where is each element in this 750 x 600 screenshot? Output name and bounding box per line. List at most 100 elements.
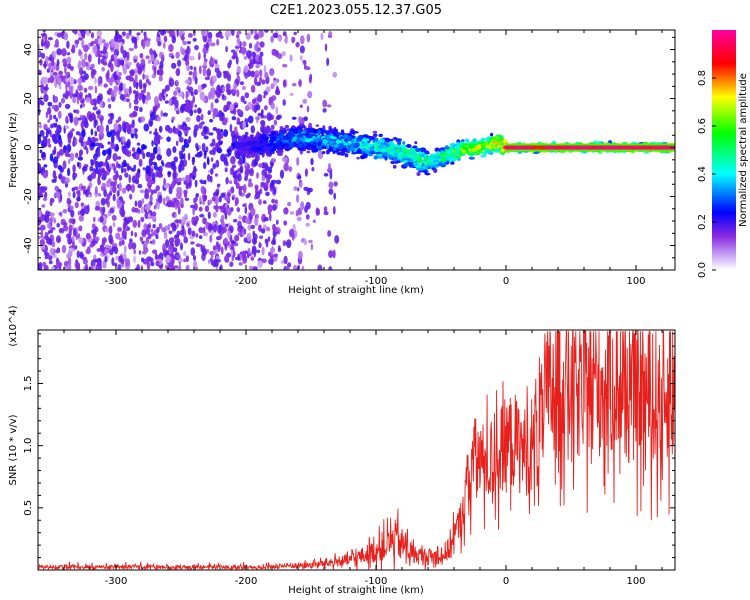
spectrogram-noise-cell	[187, 33, 193, 38]
spectrogram-noise-cell	[160, 110, 163, 117]
spectrogram-noise-cell	[137, 200, 143, 209]
spectrogram-noise-cell	[175, 51, 180, 59]
spectrogram-noise-cell	[74, 137, 78, 146]
spectrogram-noise-cell	[48, 57, 52, 61]
spectrogram-noise-cell	[42, 30, 46, 33]
spectrogram-noise-cell	[126, 98, 130, 103]
spectrogram-ridge-cell	[318, 127, 323, 131]
spectrogram-noise-cell	[213, 224, 218, 233]
spectrogram-noise-cell	[168, 44, 174, 52]
spectrogram-noise-cell	[167, 171, 172, 176]
spectrogram-ridge-cell	[377, 145, 384, 150]
spectrogram-noise-cell	[119, 59, 125, 66]
spectrogram-noise-cell	[167, 127, 173, 134]
spectrogram-carrier-peak	[616, 145, 629, 150]
spectrogram-noise-cell	[293, 186, 298, 191]
spectrogram-noise-cell	[122, 83, 126, 91]
spectrogram-noise-cell	[299, 104, 303, 108]
spectrogram-noise-cell	[179, 105, 185, 114]
spectrogram-noise-cell	[103, 189, 107, 198]
spectrogram-ridge-cell	[328, 128, 336, 134]
spectrogram-noise-cell	[112, 221, 116, 228]
spectrogram-noise-cell	[223, 159, 228, 164]
spectrogram-noise-cell	[98, 131, 105, 140]
spectrogram-noise-cell	[292, 264, 298, 270]
spectrogram-noise-cell	[158, 69, 164, 77]
spectrogram-noise-cell	[136, 171, 140, 180]
spectrogram-noise-cell	[74, 245, 78, 250]
spectrogram-ridge-cell	[433, 159, 440, 163]
spectrogram-noise-cell	[99, 161, 103, 167]
spectrogram-noise-cell	[185, 90, 189, 100]
spectrogram-noise-cell	[62, 160, 67, 170]
spectrogram-noise-cell	[93, 98, 97, 107]
spectrogram-noise-cell	[41, 38, 44, 48]
spectrogram-noise-cell	[140, 58, 146, 66]
spectrogram-noise-cell	[76, 250, 81, 259]
spectrogram-noise-cell	[155, 170, 159, 178]
spectrogram-noise-cell	[47, 119, 51, 123]
y-tick-label: 20	[23, 92, 34, 105]
spectrogram-noise-cell	[234, 126, 238, 135]
spectrogram-noise-cell	[77, 233, 81, 239]
spectrogram-noise-cell	[229, 180, 233, 185]
spectrogram-noise-cell	[271, 247, 276, 253]
spectrogram-ridge-cell	[328, 141, 335, 144]
spectrogram-noise-cell	[251, 51, 256, 58]
spectrogram-noise-cell	[171, 35, 176, 44]
spectrogram-noise-cell	[71, 236, 75, 242]
spectrogram-ridge-cell	[251, 152, 259, 157]
spectrogram-noise-cell	[332, 71, 338, 78]
spectrogram-noise-cell	[151, 232, 155, 237]
spectrogram-noise-cell	[194, 179, 198, 188]
spectrogram-noise-cell	[247, 192, 251, 198]
spectrogram-noise-cell	[193, 203, 198, 211]
spectrogram-noise-cell	[261, 169, 267, 177]
spectrogram-noise-cell	[236, 117, 241, 124]
spectrogram-ridge-cell	[475, 144, 482, 150]
spectrogram-noise-cell	[177, 177, 182, 183]
spectrogram-noise-cell	[249, 167, 255, 177]
spectrogram-noise-cell	[173, 180, 177, 184]
spectrogram-noise-cell	[110, 63, 114, 73]
spectrogram-noise-cell	[97, 76, 101, 86]
spectrogram-ridge-cell	[297, 134, 302, 138]
spectrogram-noise-cell	[81, 256, 87, 261]
spectrogram-noise-cell	[123, 221, 126, 230]
spectrogram-noise-cell	[295, 41, 300, 48]
spectrogram-ridge-cell	[349, 148, 356, 151]
spectrogram-ridge-cell	[279, 126, 284, 130]
spectrogram-noise-cell	[42, 171, 48, 179]
spectrogram-ridge-cell	[260, 150, 265, 155]
spectrogram-noise-cell	[168, 244, 173, 253]
spectrogram-noise-cell	[234, 256, 241, 261]
spectrogram-noise-cell	[129, 193, 133, 200]
spectrogram-noise-cell	[110, 89, 115, 98]
spectrogram-noise-cell	[51, 266, 56, 270]
spectrogram-ridge-cell	[423, 169, 428, 174]
spectrogram-noise-cell	[102, 264, 107, 269]
spectrogram-noise-cell	[209, 258, 213, 263]
spectrogram-noise-cell	[251, 70, 255, 76]
spectrogram-noise-cell	[121, 31, 126, 36]
spectrogram-noise-cell	[289, 54, 293, 62]
spectrogram-noise-cell	[62, 208, 68, 214]
spectrogram-ridge-cell	[484, 137, 489, 141]
spectrogram-noise-cell	[190, 241, 195, 245]
spectrogram-noise-cell	[142, 82, 147, 89]
spectrogram-noise-cell	[67, 81, 71, 88]
spectrogram-noise-cell	[199, 229, 205, 234]
spectrogram-ridge-cell	[342, 147, 348, 153]
spectrogram-noise-cell	[254, 74, 259, 78]
spectrogram-ridge-cell	[458, 142, 466, 146]
spectrogram-noise-cell	[112, 152, 118, 162]
spectrogram-noise-cell	[99, 216, 104, 223]
spectrogram-noise-cell	[259, 188, 263, 195]
spectrogram-noise-cell	[218, 195, 222, 203]
spectrogram-noise-cell	[56, 260, 59, 269]
spectrogram-ridge-cell	[427, 166, 431, 169]
spectrogram-noise-cell	[199, 214, 205, 218]
spectrogram-noise-cell	[122, 67, 127, 75]
spectrogram-noise-cell	[94, 142, 101, 147]
